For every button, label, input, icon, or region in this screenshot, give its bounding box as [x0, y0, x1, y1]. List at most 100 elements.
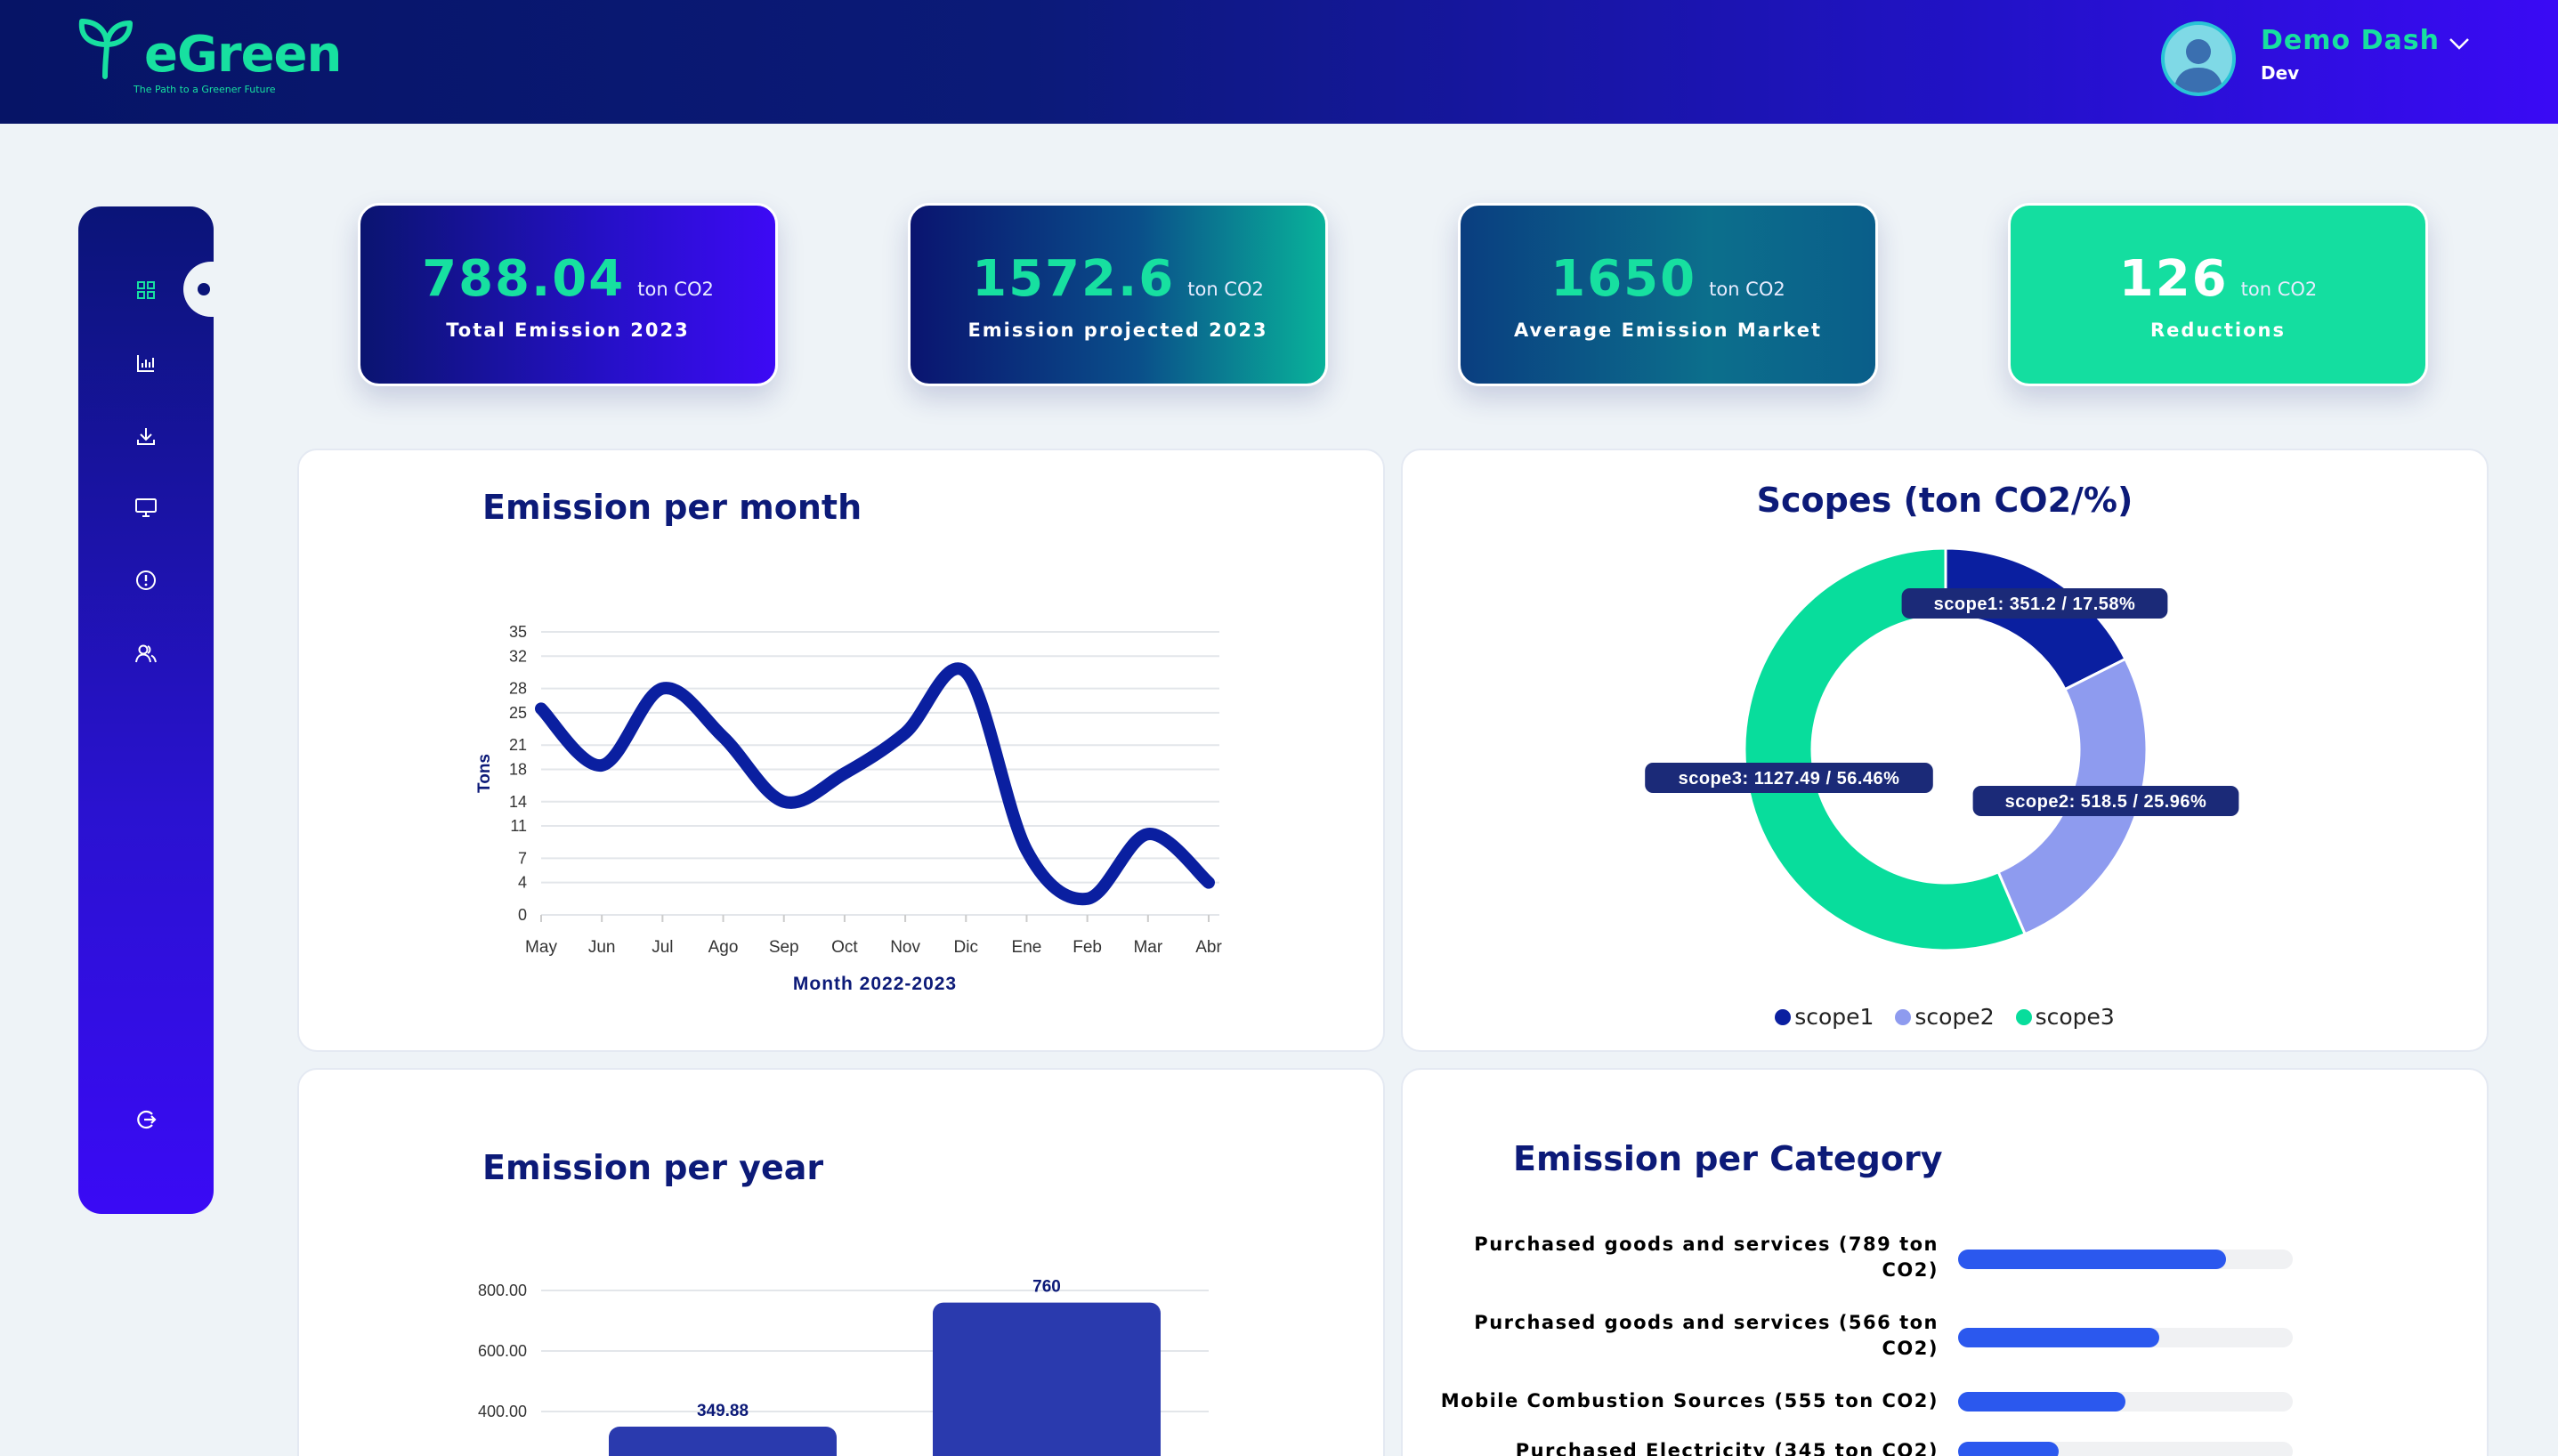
data-point	[540, 708, 542, 709]
sidebar-item-download[interactable]	[128, 418, 164, 454]
category-track	[1958, 1250, 2293, 1269]
y-tick-label: 4	[518, 874, 527, 892]
sidebar-item-users[interactable]	[128, 635, 164, 671]
donut-slice-scope3	[1743, 546, 2028, 952]
donut-data-label: scope2: 518.5 / 25.96%	[1972, 786, 2239, 816]
category-label: Mobile Combustion Sources (555 ton CO2)	[1440, 1390, 1939, 1412]
y-tick-label: 0	[518, 906, 527, 924]
x-tick-label: May	[525, 938, 557, 957]
y-tick-label: 25	[509, 704, 527, 722]
data-point	[844, 772, 846, 774]
kpi-card-emission-projected[interactable]: 1572.6 ton CO2 Emission projected 2023	[908, 203, 1328, 386]
bar-value-label: 760	[1032, 1278, 1061, 1297]
chevron-down-icon[interactable]	[2448, 32, 2471, 55]
brand-logo[interactable]: eGreen The Path to a Greener Future	[71, 14, 356, 100]
legend-item-scope1[interactable]: scope1	[1775, 1004, 1874, 1030]
x-tick-label: Jun	[588, 938, 616, 957]
y-tick-label: 7	[518, 849, 527, 867]
kpi-card-reductions[interactable]: 126 ton CO2 Reductions	[2008, 203, 2428, 386]
category-row: Purchased goods and services (566 ton CO…	[1403, 1310, 2490, 1363]
y-tick-label: 11	[510, 817, 527, 835]
x-tick-label: Jul	[652, 938, 673, 957]
panel-title: Emission per Category	[1513, 1139, 1943, 1178]
legend-item-scope3[interactable]: scope3	[2015, 1004, 2115, 1030]
kpi-label: Emission projected 2023	[967, 320, 1268, 341]
x-tick-label: Dic	[954, 938, 978, 957]
sidebar	[78, 206, 221, 1214]
data-label-text: scope1: 351.2 / 17.58%	[1934, 595, 2136, 614]
kpi-unit: ton CO2	[1187, 279, 1264, 300]
category-row: Mobile Combustion Sources (555 ton CO2)	[1403, 1388, 2490, 1442]
bar-value-label: 349.88	[697, 1402, 749, 1420]
sidebar-item-monitor[interactable]	[128, 489, 164, 525]
x-tick-label: Nov	[890, 938, 920, 957]
data-point	[1208, 882, 1210, 884]
kpi-value: 126	[2118, 250, 2229, 308]
emission-per-month-panel: Emission per month 0 4 7 11 14 18 21 25 28 32 35 Ma…	[297, 449, 1385, 1052]
legend-marker	[2015, 1009, 2032, 1025]
kpi-unit: ton CO2	[1709, 279, 1785, 300]
y-axis-label: Tons	[475, 754, 494, 793]
kpi-label: Reductions	[2150, 320, 2286, 341]
category-label: Purchased Electricity (345 ton CO2)	[1515, 1440, 1939, 1456]
bar-chart: 400.00 600.00 800.00 349.88 760	[478, 1278, 1209, 1456]
brand-tagline: The Path to a Greener Future	[134, 84, 276, 95]
legend-marker	[1895, 1009, 1912, 1025]
bar-chart-icon	[137, 355, 154, 372]
user-menu[interactable]: Demo Dash Dev	[2161, 20, 2499, 100]
data-point	[1087, 898, 1089, 900]
panel-title: Scopes (ton CO2/%)	[1756, 481, 2133, 520]
leaf-logo-icon	[78, 19, 133, 79]
category-row: Purchased Electricity (345 ton CO2)	[1403, 1438, 2490, 1456]
kpi-card-average-emission[interactable]: 1650 ton CO2 Average Emission Market	[1458, 203, 1878, 386]
y-tick-label: 800.00	[478, 1282, 527, 1299]
data-point	[661, 688, 663, 690]
users-icon	[135, 644, 157, 663]
legend-label: scope1	[1794, 1004, 1874, 1030]
legend-item-scope2[interactable]: scope2	[1895, 1004, 1995, 1030]
sidebar-item-dashboard[interactable]	[128, 272, 164, 308]
active-dot	[198, 283, 210, 295]
kpi-label: Average Emission Market	[1514, 320, 1822, 341]
y-tick-label: 35	[509, 623, 527, 641]
kpi-value: 788.04	[422, 250, 626, 308]
kpi-unit: ton CO2	[637, 279, 714, 300]
data-label-background	[1901, 588, 2168, 619]
category-bar	[1958, 1250, 2226, 1269]
kpi-unit: ton CO2	[2240, 279, 2318, 300]
y-tick-label: 600.00	[478, 1342, 527, 1360]
y-tick-label: 14	[509, 793, 527, 811]
brand-name: eGreen	[144, 26, 342, 84]
user-role: Dev	[2261, 62, 2300, 84]
category-bar	[1958, 1328, 2159, 1347]
data-point	[904, 732, 906, 734]
kpi-value: 1650	[1550, 250, 1697, 308]
emission-per-year-panel: Emission per year 400.00 600.00 800.00 349.…	[297, 1068, 1385, 1456]
donut-data-label: scope3: 1127.49 / 56.46%	[1645, 763, 1933, 793]
y-tick-label: 21	[509, 736, 527, 754]
legend-label: scope3	[2035, 1004, 2115, 1030]
logout-icon	[137, 1110, 157, 1129]
data-label-background	[1645, 763, 1933, 793]
sidebar-item-logout[interactable]	[128, 1102, 164, 1137]
active-indicator	[183, 262, 221, 317]
bar-2023	[933, 1302, 1161, 1456]
legend-label: scope2	[1914, 1004, 1995, 1030]
chart-legend: scope1 scope2 scope3	[1403, 1004, 2487, 1030]
data-label-text: scope2: 518.5 / 25.96%	[2005, 792, 2207, 812]
kpi-card-total-emission[interactable]: 788.04 ton CO2 Total Emission 2023	[358, 203, 778, 386]
sidebar-item-alerts[interactable]	[128, 562, 164, 598]
panel-title: Emission per month	[482, 488, 862, 527]
data-point	[601, 764, 603, 766]
user-name: Demo Dash	[2261, 25, 2440, 56]
avatar[interactable]	[2161, 21, 2236, 96]
top-navbar: eGreen The Path to a Greener Future Demo…	[0, 0, 2558, 124]
data-label-text: scope3: 1127.49 / 56.46%	[1679, 769, 1900, 789]
category-row: Purchased goods and services (789 ton CO…	[1403, 1232, 2490, 1285]
sidebar-item-reports[interactable]	[128, 345, 164, 381]
data-point	[1025, 849, 1027, 851]
data-point	[1147, 833, 1149, 835]
x-tick-label: Oct	[831, 938, 858, 957]
x-axis-label: Month 2022-2023	[793, 974, 957, 994]
donut-data-label: scope1: 351.2 / 17.58%	[1901, 588, 2168, 619]
